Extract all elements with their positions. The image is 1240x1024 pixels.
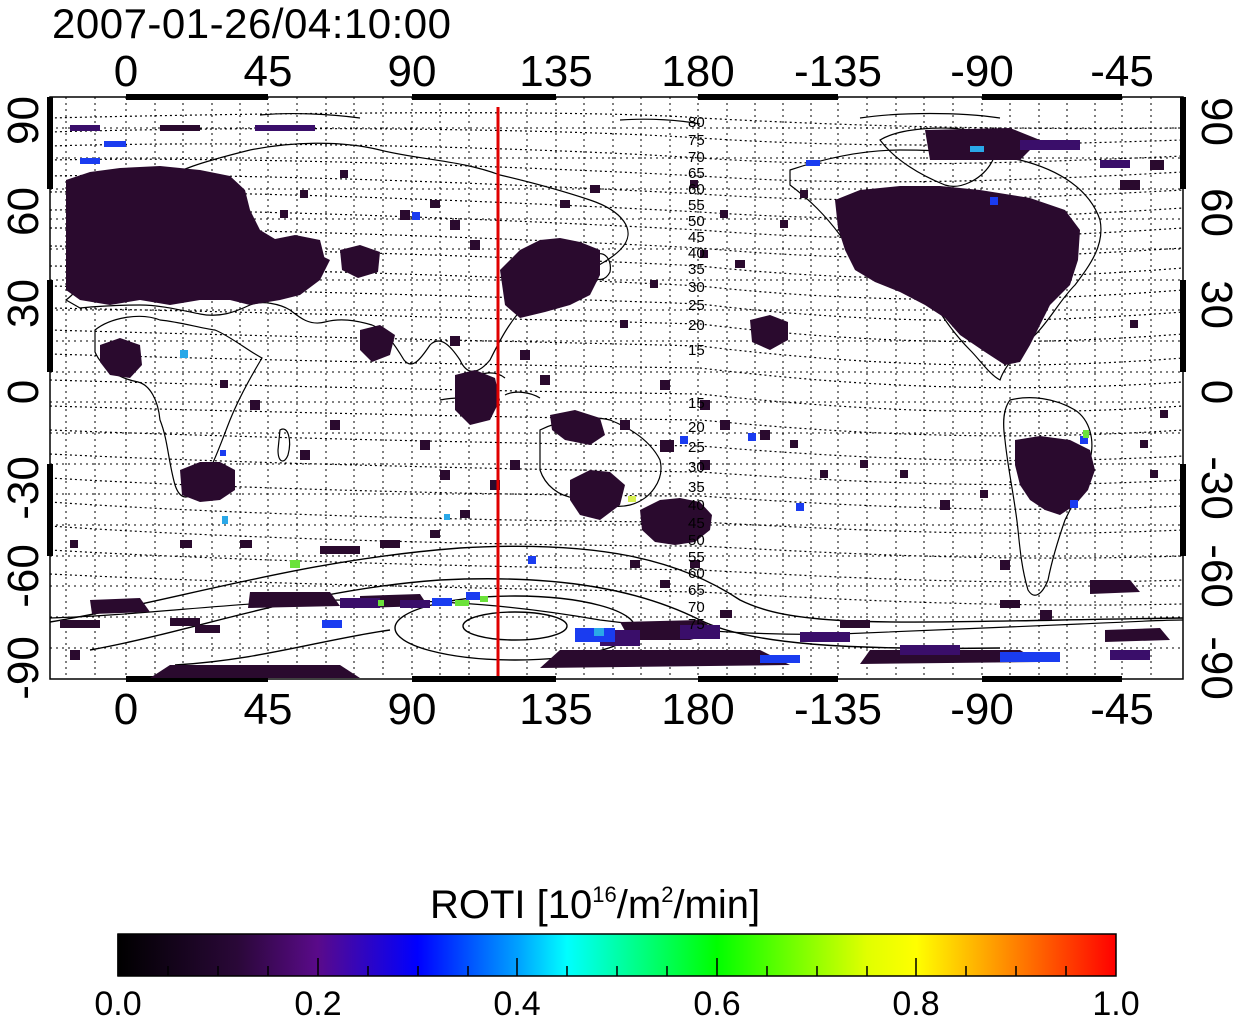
contour-label: 25: [688, 297, 705, 314]
colorbar-title-mid: /m: [616, 883, 662, 927]
colorbar-title-main: ROTI [10: [430, 883, 593, 927]
contour-label: 75: [688, 132, 705, 149]
contour-label: 80: [688, 114, 705, 131]
colorbar-gradient: [117, 933, 1117, 977]
contour-label: 40: [688, 245, 705, 262]
top-lon-tick: -135: [793, 47, 883, 96]
contour-label: 45: [688, 515, 705, 532]
contour-label: 15: [688, 342, 705, 359]
colorbar-tick-label: 0.4: [493, 985, 541, 1023]
roti-cells-green: [290, 430, 1089, 606]
colorbar-tick-label: 0.8: [892, 985, 940, 1023]
contour-label: 30: [688, 279, 705, 296]
colorbar: [117, 933, 1117, 977]
contour-label: 30: [688, 459, 705, 476]
colorbar-ticks: [117, 934, 1067, 976]
roti-cells-yellow: [628, 496, 636, 502]
contour-label: 20: [688, 419, 705, 436]
colorbar-tick-label: 0.6: [693, 985, 741, 1023]
colorbar-title-end: /min]: [673, 883, 761, 927]
contour-label: 35: [688, 261, 705, 278]
contour-label: 40: [688, 497, 705, 514]
colorbar-title-sup1: 16: [592, 882, 617, 907]
contour-label: 60: [688, 565, 705, 582]
contour-label: 65: [688, 165, 705, 182]
contour-label: 60: [688, 181, 705, 198]
contour-label: 25: [688, 439, 705, 456]
contour-label: 45: [688, 229, 705, 246]
bottom-lon-tick: 135: [519, 685, 593, 734]
top-lon-tick: 45: [243, 47, 293, 96]
contour-label: 75: [688, 616, 705, 633]
contour-label: 70: [688, 149, 705, 166]
top-lon-tick: 135: [519, 47, 593, 96]
colorbar-tick-label: 1.0: [1092, 985, 1140, 1023]
top-lon-tick: -90: [950, 47, 1014, 96]
roti-cells-cyan: [180, 146, 984, 636]
contour-label: 55: [688, 197, 705, 214]
contour-label: 20: [688, 317, 705, 334]
top-lon-tick: -45: [1090, 47, 1154, 96]
top-lon-tick: 90: [387, 47, 437, 96]
map-title: 2007-01-26/04:10:00: [52, 0, 452, 47]
contour-labels: 80 75 70 65 60 55 50 45 40 35 30 25 20 1…: [688, 114, 705, 633]
contour-label: 70: [688, 599, 705, 616]
bottom-lon-tick: 180: [661, 685, 735, 734]
colorbar-tick-label: 0.0: [94, 985, 142, 1023]
bottom-lon-tick: -45: [1090, 685, 1154, 734]
bottom-lon-tick: -90: [950, 685, 1014, 734]
colorbar-tick-label: 0.2: [294, 985, 342, 1023]
roti-cells-blue: [80, 141, 1088, 663]
bottom-lon-tick: 45: [243, 685, 293, 734]
contour-label: 55: [688, 549, 705, 566]
frame-ticks: [47, 94, 1186, 682]
top-lon-tick: 0: [113, 47, 139, 96]
colorbar-title: ROTI [1016/m2/min]: [430, 872, 760, 928]
bottom-lon-tick: -135: [793, 685, 883, 734]
top-lon-tick: 180: [661, 47, 735, 96]
bottom-lon-tick: 0: [113, 685, 139, 734]
map-panel: 80 75 70 65 60 55 50 45 40 35 30 25 20 1…: [47, 94, 1186, 682]
contour-label: 50: [688, 213, 705, 230]
colorbar-title-sup2: 2: [661, 882, 674, 907]
bottom-lon-tick: 90: [387, 685, 437, 734]
contour-label: 15: [688, 395, 705, 412]
contour-label: 65: [688, 582, 705, 599]
contour-label: 50: [688, 532, 705, 549]
contour-label: 35: [688, 479, 705, 496]
